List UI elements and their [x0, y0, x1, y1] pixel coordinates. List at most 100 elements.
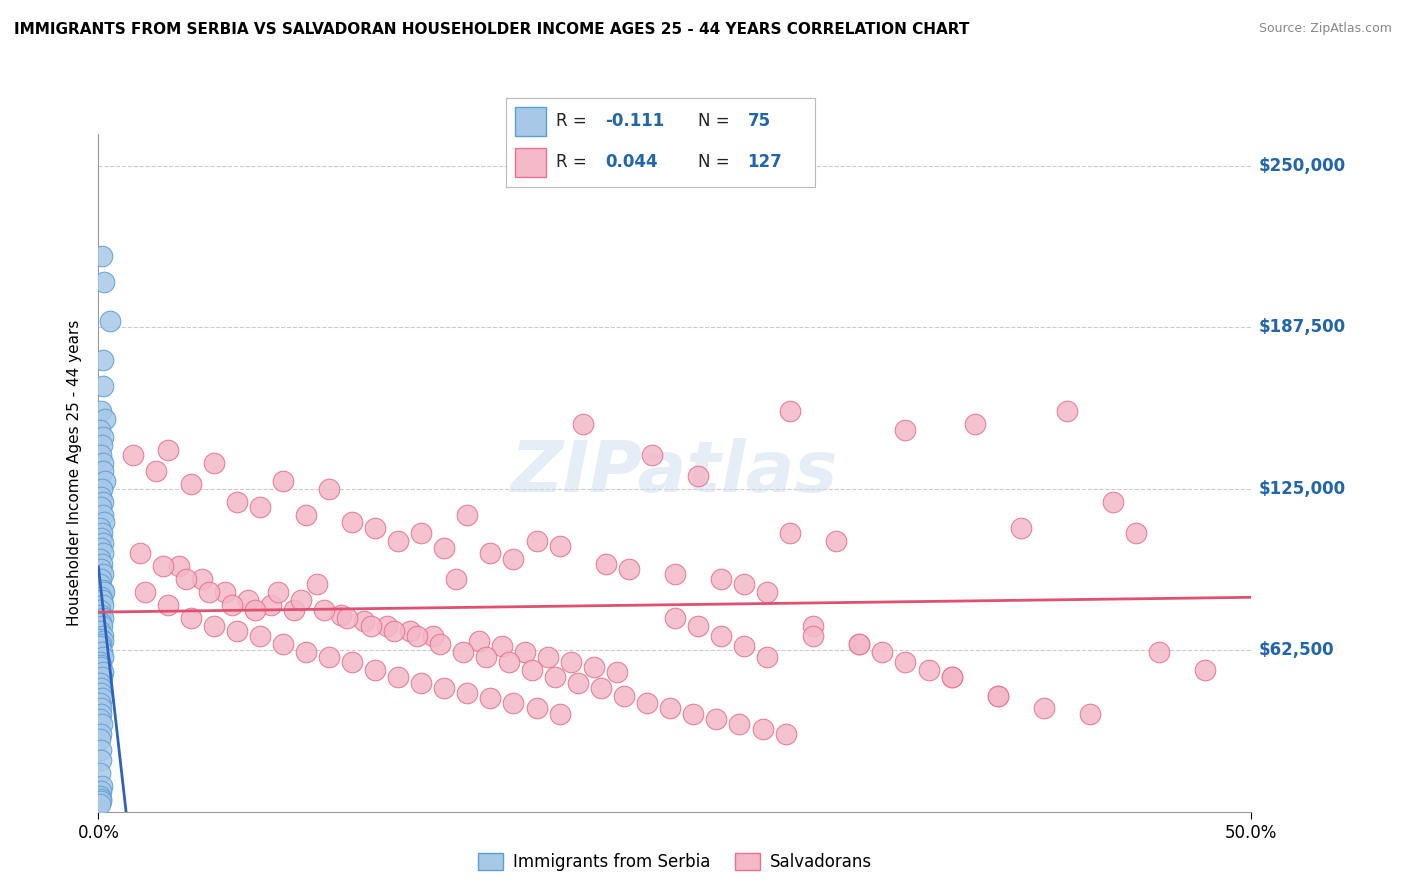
- Text: $62,500: $62,500: [1258, 641, 1334, 659]
- Point: [249, 629, 271, 643]
- Point: [89, 766, 111, 780]
- Point: [479, 546, 502, 560]
- Point: [89, 696, 111, 710]
- Point: [90, 608, 112, 623]
- Point: [245, 603, 267, 617]
- Point: [756, 649, 779, 664]
- Text: R =: R =: [555, 153, 586, 171]
- Point: [90, 637, 112, 651]
- Point: [617, 562, 640, 576]
- Point: [686, 619, 709, 633]
- Point: [90, 794, 112, 808]
- Point: [318, 482, 340, 496]
- Point: [468, 634, 491, 648]
- Point: [1147, 644, 1170, 658]
- Point: [90, 681, 112, 695]
- Point: [90, 753, 112, 767]
- Point: [756, 585, 779, 599]
- Point: [91, 611, 114, 625]
- Point: [548, 539, 571, 553]
- Point: [90, 727, 112, 741]
- Point: [963, 417, 986, 432]
- Point: [636, 696, 658, 710]
- Point: [751, 722, 773, 736]
- Point: [659, 701, 682, 715]
- Point: [498, 655, 520, 669]
- Point: [90, 404, 112, 418]
- Point: [91, 582, 114, 597]
- Point: [411, 675, 433, 690]
- Point: [502, 696, 524, 710]
- Point: [91, 634, 114, 648]
- Point: [779, 404, 801, 418]
- Point: [775, 727, 797, 741]
- Point: [513, 644, 536, 658]
- Point: [894, 655, 917, 669]
- Point: [537, 649, 560, 664]
- Point: [491, 640, 513, 654]
- Point: [456, 508, 478, 522]
- Point: [90, 557, 112, 571]
- Point: [91, 629, 114, 643]
- Point: [606, 665, 628, 680]
- Point: [848, 637, 870, 651]
- Point: [145, 464, 167, 478]
- Point: [1194, 663, 1216, 677]
- Point: [801, 629, 824, 643]
- Point: [90, 691, 112, 706]
- Point: [93, 516, 115, 530]
- Point: [422, 629, 444, 643]
- Point: [451, 644, 474, 658]
- Point: [360, 619, 382, 633]
- Point: [336, 611, 359, 625]
- Point: [595, 557, 617, 571]
- Text: 0.044: 0.044: [605, 153, 658, 171]
- Point: [225, 495, 247, 509]
- Text: Source: ZipAtlas.com: Source: ZipAtlas.com: [1258, 22, 1392, 36]
- Point: [89, 624, 111, 638]
- Point: [329, 608, 352, 623]
- Text: N =: N =: [697, 112, 730, 130]
- Point: [89, 655, 111, 669]
- Point: [90, 448, 112, 462]
- Text: -0.111: -0.111: [605, 112, 665, 130]
- Point: [249, 500, 271, 514]
- Point: [411, 525, 433, 540]
- Point: [710, 572, 733, 586]
- Point: [405, 629, 427, 643]
- Point: [94, 412, 117, 426]
- Point: [779, 525, 801, 540]
- Point: [90, 784, 112, 798]
- Point: [567, 675, 589, 690]
- Point: [93, 598, 115, 612]
- Point: [295, 644, 318, 658]
- Point: [89, 603, 111, 617]
- Point: [90, 657, 112, 672]
- Point: [90, 562, 112, 576]
- Point: [93, 649, 115, 664]
- Point: [122, 448, 145, 462]
- Point: [90, 792, 112, 806]
- Point: [353, 614, 375, 628]
- Point: [91, 430, 114, 444]
- Point: [91, 456, 114, 470]
- Point: [238, 593, 260, 607]
- Point: [90, 250, 112, 264]
- Point: [295, 508, 318, 522]
- Point: [91, 567, 114, 582]
- Text: N =: N =: [697, 153, 730, 171]
- Point: [89, 732, 111, 747]
- Point: [591, 681, 613, 695]
- Point: [90, 593, 112, 607]
- Point: [225, 624, 247, 638]
- Point: [89, 797, 111, 811]
- Point: [90, 541, 112, 556]
- Point: [387, 670, 409, 684]
- Point: [941, 670, 963, 684]
- Text: R =: R =: [555, 112, 586, 130]
- Point: [90, 717, 112, 731]
- Point: [90, 438, 112, 452]
- Point: [198, 585, 221, 599]
- Point: [267, 585, 290, 599]
- Point: [560, 655, 582, 669]
